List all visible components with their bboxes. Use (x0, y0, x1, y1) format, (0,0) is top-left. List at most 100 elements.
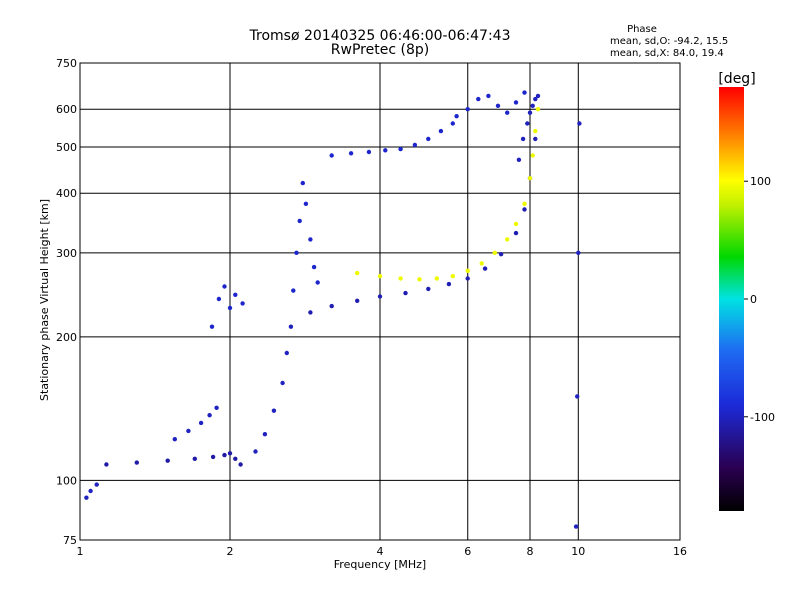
data-point (308, 310, 313, 315)
chart-subtitle: RwPretec (8p) (331, 42, 429, 58)
y-tick-label: 200 (56, 331, 77, 344)
data-point (271, 408, 277, 413)
data-point (465, 268, 470, 273)
data-point (417, 277, 422, 282)
data-point (94, 482, 99, 487)
data-point (297, 218, 302, 224)
data-point (530, 103, 535, 109)
data-point (207, 413, 212, 418)
data-point (530, 153, 535, 158)
data-point (355, 270, 360, 276)
data-point (233, 456, 238, 461)
data-point (186, 428, 191, 434)
chart-title: Tromsø 20140325 06:46:00-06:47:43 (249, 28, 511, 44)
data-point (288, 324, 294, 329)
y-tick-label: 400 (56, 187, 77, 200)
data-point (262, 432, 268, 437)
data-point (209, 324, 215, 329)
data-point (505, 110, 510, 115)
data-point (377, 274, 383, 279)
data-point (348, 151, 354, 156)
data-point (280, 380, 285, 386)
data-point (434, 276, 439, 281)
y-tick-label: 750 (56, 57, 77, 70)
data-point (533, 128, 538, 134)
data-point (438, 128, 444, 134)
y-tick-label: 300 (56, 247, 77, 260)
data-point (329, 153, 334, 158)
data-point (525, 121, 530, 126)
data-point (516, 157, 522, 162)
data-point (398, 146, 403, 152)
data-point (446, 281, 452, 287)
data-point (355, 298, 360, 303)
data-point (192, 456, 197, 461)
data-point (527, 110, 533, 115)
data-point (300, 180, 305, 186)
data-point (284, 350, 289, 356)
y-tick-label: 100 (56, 474, 77, 487)
data-point (308, 237, 313, 242)
data-point (476, 96, 481, 102)
x-tick-label: 1 (77, 545, 84, 558)
data-point (576, 250, 581, 255)
colorbar-tick-label: 0 (750, 293, 757, 306)
colorbar-tick-label: -100 (750, 411, 775, 424)
data-point (303, 201, 309, 206)
data-point (454, 114, 459, 119)
phase-info-x: mean, sd,X: 84.0, 19.4 (610, 48, 724, 59)
data-point (403, 290, 408, 296)
data-point (535, 107, 541, 112)
data-point (533, 136, 538, 142)
data-point (465, 276, 470, 281)
data-point (104, 462, 109, 467)
data-point (482, 266, 488, 271)
colorbar-gradient (719, 87, 744, 511)
data-points (84, 90, 582, 529)
data-point (450, 274, 455, 279)
data-point (165, 458, 170, 463)
y-tick-label: 75 (63, 534, 77, 547)
data-point (498, 252, 504, 257)
data-point (210, 454, 216, 460)
data-point (522, 207, 527, 212)
data-point (227, 451, 233, 456)
data-point (426, 286, 431, 292)
data-point (513, 100, 519, 105)
data-point (527, 176, 533, 181)
data-point (311, 264, 317, 270)
x-tick-label: 10 (571, 545, 585, 558)
data-point (465, 107, 470, 112)
y-axis-label: Stationary phase Virtual Height [km] (38, 199, 51, 401)
x-tick-label: 8 (527, 545, 534, 558)
data-point (377, 294, 383, 299)
data-point (412, 142, 418, 148)
data-point (450, 121, 455, 126)
data-point (513, 230, 519, 236)
data-point (240, 301, 245, 306)
data-point (216, 296, 222, 302)
data-point (505, 237, 510, 242)
x-axis-label: Frequency [MHz] (334, 558, 426, 571)
x-tick-label: 2 (227, 545, 234, 558)
data-point (535, 93, 541, 99)
data-point (486, 93, 491, 99)
data-point (577, 121, 582, 126)
data-point (198, 420, 204, 426)
x-tick-label: 6 (464, 545, 471, 558)
x-tick-label: 4 (377, 545, 384, 558)
data-point (426, 136, 431, 142)
data-point (495, 103, 501, 109)
phase-info-title: Phase (627, 24, 657, 35)
colorbar-label: [deg] (718, 71, 755, 87)
data-point (575, 394, 580, 399)
data-point (134, 460, 139, 465)
data-point (222, 284, 227, 289)
data-point (214, 405, 219, 410)
y-axis-ticks: 75 100 200 300 400 500 600 750 (56, 57, 77, 547)
data-point (366, 149, 372, 155)
data-point (513, 221, 519, 227)
data-point (84, 495, 89, 500)
